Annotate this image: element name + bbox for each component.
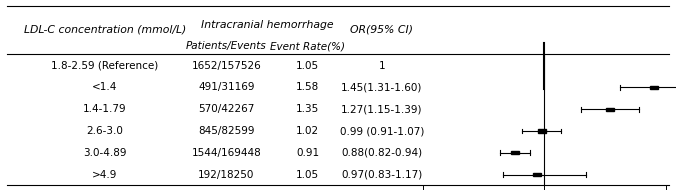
Text: 192/18250: 192/18250 [198,170,255,180]
Text: 1.02: 1.02 [296,126,319,136]
Text: 2.6-3.0: 2.6-3.0 [87,126,123,136]
Text: Intracranial hemorrhage: Intracranial hemorrhage [201,20,333,30]
Text: Event Rate(%): Event Rate(%) [270,41,345,51]
Text: 0.99 (0.91-1.07): 0.99 (0.91-1.07) [340,126,424,136]
Text: OR(95% CI): OR(95% CI) [350,25,414,35]
Text: Patients/Events: Patients/Events [186,41,267,51]
Text: 570/42267: 570/42267 [198,104,255,114]
Text: 1.58: 1.58 [296,83,319,93]
Text: <1.4: <1.4 [92,83,118,93]
Text: LDL-C concentration (mmol/L): LDL-C concentration (mmol/L) [24,25,186,35]
Bar [606,108,614,111]
Text: 1.45(1.31-1.60): 1.45(1.31-1.60) [341,83,422,93]
Text: 0.88(0.82-0.94): 0.88(0.82-0.94) [341,148,422,158]
Text: 1.8-2.59 (Reference): 1.8-2.59 (Reference) [51,61,158,71]
Text: 491/31169: 491/31169 [198,83,255,93]
Text: 1.4-1.79: 1.4-1.79 [83,104,126,114]
Text: 0.91: 0.91 [296,148,319,158]
Bar [533,173,541,176]
Text: 3.0-4.89: 3.0-4.89 [83,148,126,158]
Text: 845/82599: 845/82599 [198,126,255,136]
Bar [650,86,658,89]
Text: 1.35: 1.35 [296,104,319,114]
Text: 1.27(1.15-1.39): 1.27(1.15-1.39) [341,104,422,114]
Text: 1652/157526: 1652/157526 [191,61,262,71]
Text: 1: 1 [379,61,385,71]
Text: >4.9: >4.9 [92,170,118,180]
Bar [511,151,519,154]
Text: 1.05: 1.05 [296,61,319,71]
Text: 1544/169448: 1544/169448 [191,148,262,158]
Text: 0.97(0.83-1.17): 0.97(0.83-1.17) [341,170,422,180]
Bar [537,129,546,132]
Text: 1.05: 1.05 [296,170,319,180]
